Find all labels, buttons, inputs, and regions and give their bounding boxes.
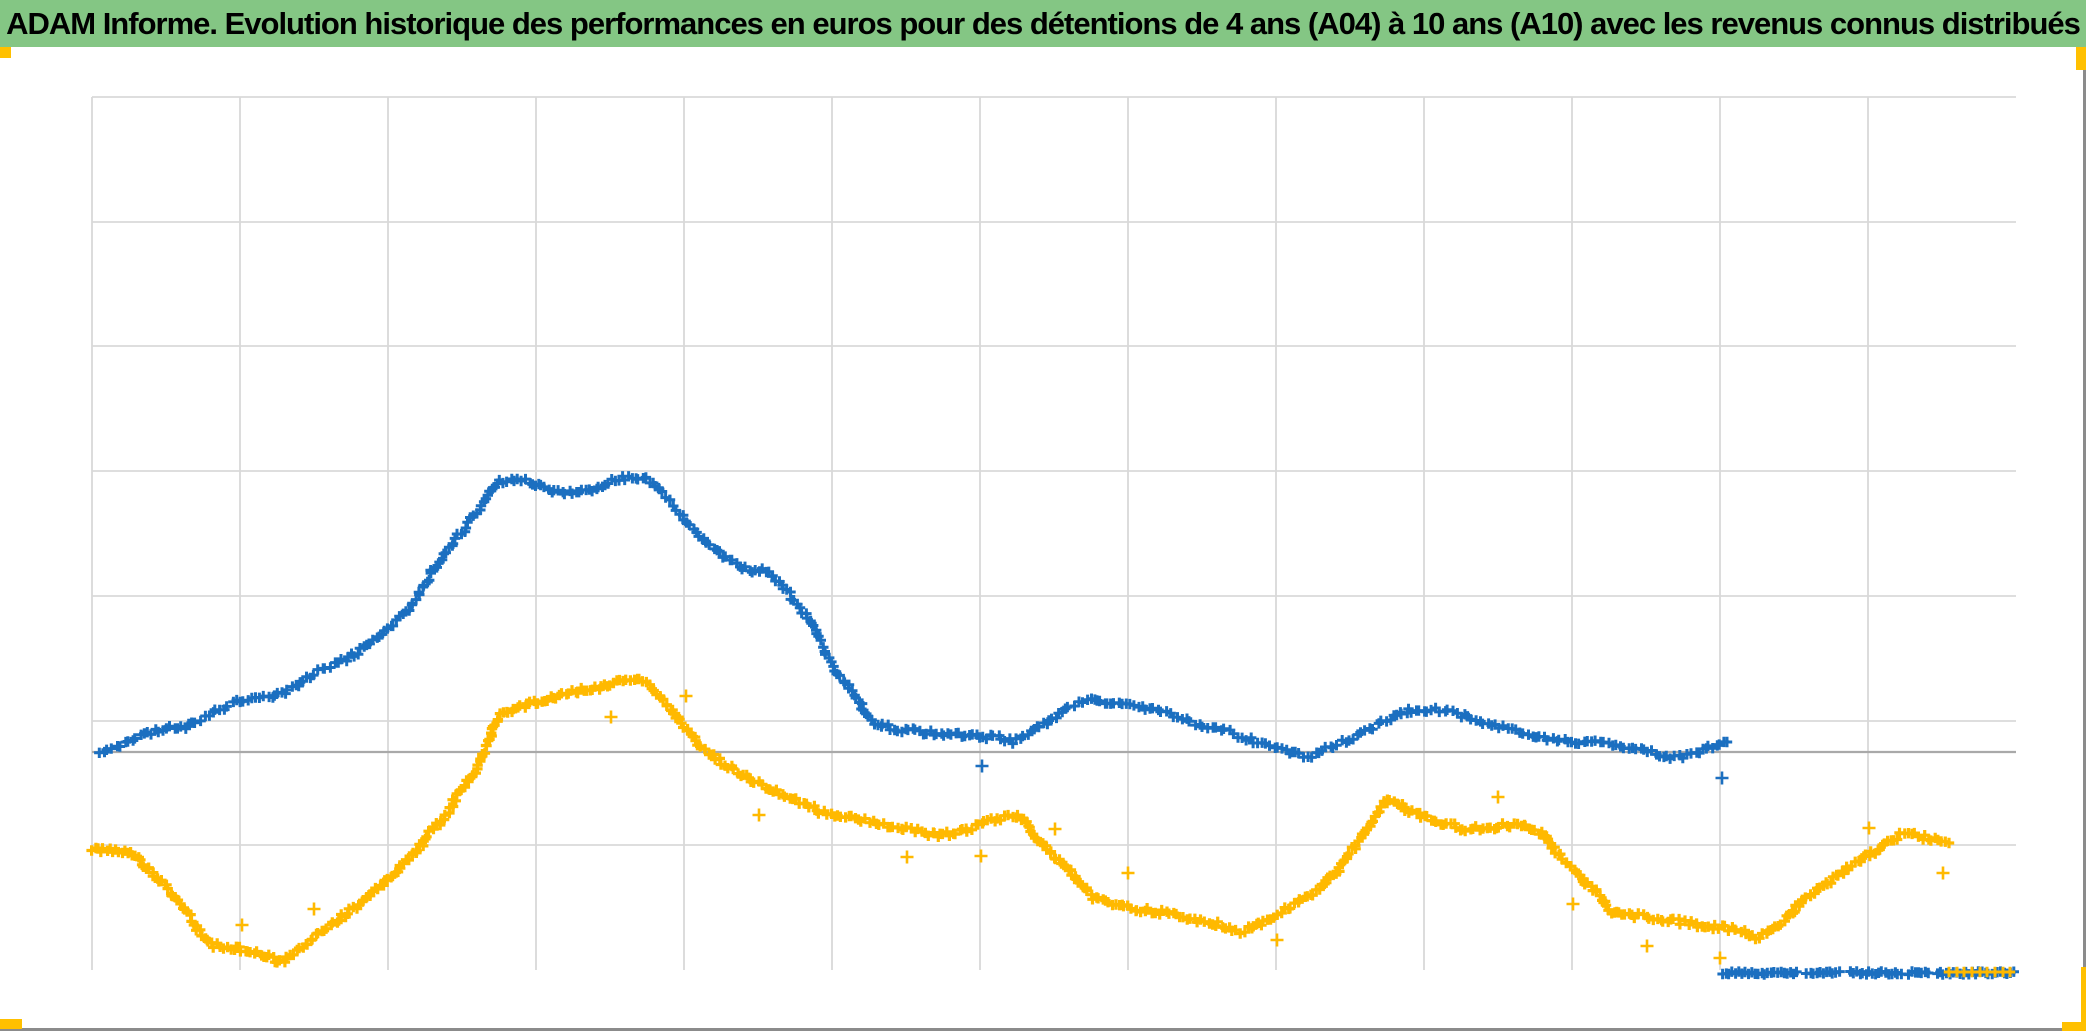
series-yellow-markers [86, 673, 1955, 968]
yellow-outlier-markers [235, 689, 1950, 965]
corner-mark-bottom-right-v [2081, 967, 2086, 1030]
right-border [2083, 47, 2086, 1031]
title-bar: ADAM Informe. Evolution historique des p… [0, 0, 2086, 47]
blue-outlier-markers [975, 759, 1729, 785]
chart-plot-area [86, 96, 2019, 980]
corner-mark-bottom-right-h [2062, 1022, 2086, 1031]
series-blue-markers [94, 471, 1733, 764]
bottom-border [0, 1028, 2086, 1031]
corner-mark-top-right [2076, 47, 2086, 70]
corner-mark-top-left [0, 47, 11, 58]
bottom-row-yellow-markers [1943, 966, 2016, 978]
corner-mark-bottom-left [0, 1019, 22, 1029]
chart-title: ADAM Informe. Evolution historique des p… [6, 5, 2081, 41]
